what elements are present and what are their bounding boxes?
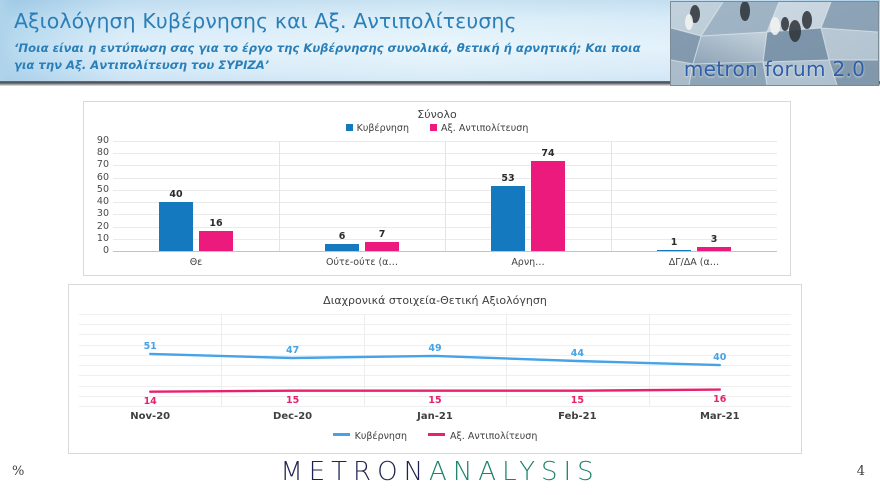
line-chart-title: Διαχρονικά στοιχεία-Θετική Αξιολόγηση bbox=[323, 294, 547, 307]
gridline bbox=[79, 334, 791, 336]
y-axis-tick: 40 bbox=[96, 196, 109, 208]
metron-forum-logo: metron forum 2.0 bbox=[671, 2, 878, 85]
gridline bbox=[79, 375, 791, 377]
bar[interactable] bbox=[159, 202, 193, 251]
legend-label-government-line: Κυβέρνηση bbox=[354, 431, 407, 442]
x-axis-tick: Jan-21 bbox=[417, 411, 453, 422]
logo-geometric-pattern bbox=[671, 2, 878, 85]
y-axis-tick: 10 bbox=[96, 232, 109, 244]
gridline bbox=[113, 251, 777, 252]
x-axis-tick: Nov-20 bbox=[130, 411, 171, 422]
gridline bbox=[79, 324, 791, 326]
point-value-label: 15 bbox=[428, 394, 442, 406]
bar-value-label: 40 bbox=[169, 189, 183, 201]
x-axis-tick: Αρνη… bbox=[511, 257, 545, 268]
legend-swatch-government bbox=[345, 124, 353, 131]
point-value-label: 47 bbox=[285, 344, 300, 356]
bar[interactable] bbox=[697, 247, 731, 251]
y-axis-tick: 0 bbox=[102, 245, 109, 256]
bar-value-label: 7 bbox=[378, 229, 386, 241]
page-title: Αξιολόγηση Κυβέρνησης και Αξ. Αντιπολίτε… bbox=[14, 9, 517, 33]
brand-analysis: ANALYSIS bbox=[429, 457, 600, 487]
line-series-svg bbox=[148, 352, 721, 393]
y-axis-tick: 20 bbox=[96, 220, 109, 232]
legend-line-opposition bbox=[428, 433, 445, 436]
category-divider bbox=[221, 314, 223, 406]
legend-swatch-opposition bbox=[430, 124, 437, 131]
legend-item-government-line[interactable]: Κυβέρνηση bbox=[332, 431, 407, 442]
brand-metron: METRON bbox=[280, 457, 430, 487]
x-axis-tick: ΔΓ/ΔΑ (α… bbox=[668, 257, 720, 268]
bar-value-label: 53 bbox=[501, 173, 515, 185]
x-axis-tick: Ούτε-ούτε (α… bbox=[326, 257, 398, 268]
point-value-label: 44 bbox=[570, 348, 584, 360]
gridline bbox=[79, 395, 791, 397]
bar-chart-container: Σύνολο Κυβέρνηση Αξ. Αντιπολίτευση 0 10 20… bbox=[83, 101, 791, 276]
point-value-label: 15 bbox=[570, 394, 584, 406]
legend-label-government: Κυβέρνηση bbox=[356, 123, 409, 134]
line-chart-legend: Κυβέρνηση Αξ. Αντιπολίτευση bbox=[69, 431, 801, 442]
point-value-label: 16 bbox=[713, 393, 727, 405]
bar-chart-plot-area bbox=[113, 141, 777, 252]
legend-line-government bbox=[332, 433, 350, 436]
y-axis-tick: 80 bbox=[96, 147, 109, 159]
x-axis-tick: Feb-21 bbox=[558, 411, 597, 422]
gridline bbox=[79, 314, 791, 315]
x-axis-tick: Mar-21 bbox=[699, 411, 740, 422]
category-divider bbox=[611, 141, 612, 251]
gridline bbox=[79, 344, 791, 346]
legend-label-opposition-line: Αξ. Αντιπολίτευση bbox=[450, 431, 538, 442]
x-axis-tick: Dec-20 bbox=[273, 411, 313, 422]
legend-item-government[interactable]: Κυβέρνηση bbox=[345, 123, 409, 134]
bar[interactable] bbox=[365, 242, 399, 251]
page-subtitle: ‘Ποια είναι η εντύπωση σας για το έργο τ… bbox=[14, 41, 641, 72]
legend-label-opposition: Αξ. Αντιπολίτευση bbox=[441, 123, 529, 134]
bar-value-label: 74 bbox=[541, 147, 555, 159]
bar-chart-title: Σύνολο bbox=[417, 108, 457, 121]
category-divider bbox=[279, 141, 280, 251]
percent-label: % bbox=[12, 464, 25, 479]
bar[interactable] bbox=[531, 160, 565, 251]
point-value-label: 40 bbox=[713, 352, 727, 364]
bar[interactable] bbox=[325, 243, 359, 251]
x-axis-tick: Θε bbox=[189, 257, 203, 268]
y-axis-tick: 70 bbox=[96, 159, 109, 171]
point-value-label: 14 bbox=[143, 395, 157, 407]
bar-value-label: 16 bbox=[209, 218, 223, 230]
y-axis-tick: 30 bbox=[96, 208, 109, 220]
line-series[interactable] bbox=[148, 352, 721, 367]
gridline bbox=[79, 385, 791, 387]
point-value-label: 15 bbox=[285, 394, 300, 406]
category-divider bbox=[506, 314, 508, 406]
page-number: 4 bbox=[856, 464, 865, 479]
bar[interactable] bbox=[657, 249, 691, 251]
bar-value-label: 3 bbox=[710, 234, 718, 246]
bar-chart-legend: Κυβέρνηση Αξ. Αντιπολίτευση bbox=[84, 123, 790, 134]
category-divider bbox=[445, 141, 446, 251]
category-divider bbox=[648, 314, 650, 406]
logo-text: metron forum 2.0 bbox=[683, 57, 866, 81]
line-chart-plot-area bbox=[79, 314, 791, 407]
category-divider bbox=[363, 314, 365, 406]
header-left-gradient bbox=[0, 0, 14, 86]
bar[interactable] bbox=[199, 231, 233, 251]
y-axis-tick: 50 bbox=[96, 183, 109, 195]
bar[interactable] bbox=[491, 186, 525, 251]
gridline bbox=[79, 365, 791, 367]
legend-item-opposition-line[interactable]: Αξ. Αντιπολίτευση bbox=[428, 431, 537, 442]
bar-value-label: 6 bbox=[338, 230, 346, 242]
point-value-label: 49 bbox=[428, 342, 442, 354]
legend-item-opposition[interactable]: Αξ. Αντιπολίτευση bbox=[430, 123, 528, 134]
metron-analysis-logo: METRONANALYSIS bbox=[0, 457, 880, 487]
y-axis-tick: 60 bbox=[96, 171, 109, 183]
bar-value-label: 1 bbox=[670, 236, 678, 248]
point-value-label: 51 bbox=[143, 340, 157, 352]
y-axis-tick: 90 bbox=[96, 135, 109, 146]
gridline bbox=[79, 406, 791, 407]
line-chart-container: Διαχρονικά στοιχεία-Θετική Αξιολόγηση No… bbox=[68, 284, 802, 454]
line-series[interactable] bbox=[148, 388, 721, 393]
